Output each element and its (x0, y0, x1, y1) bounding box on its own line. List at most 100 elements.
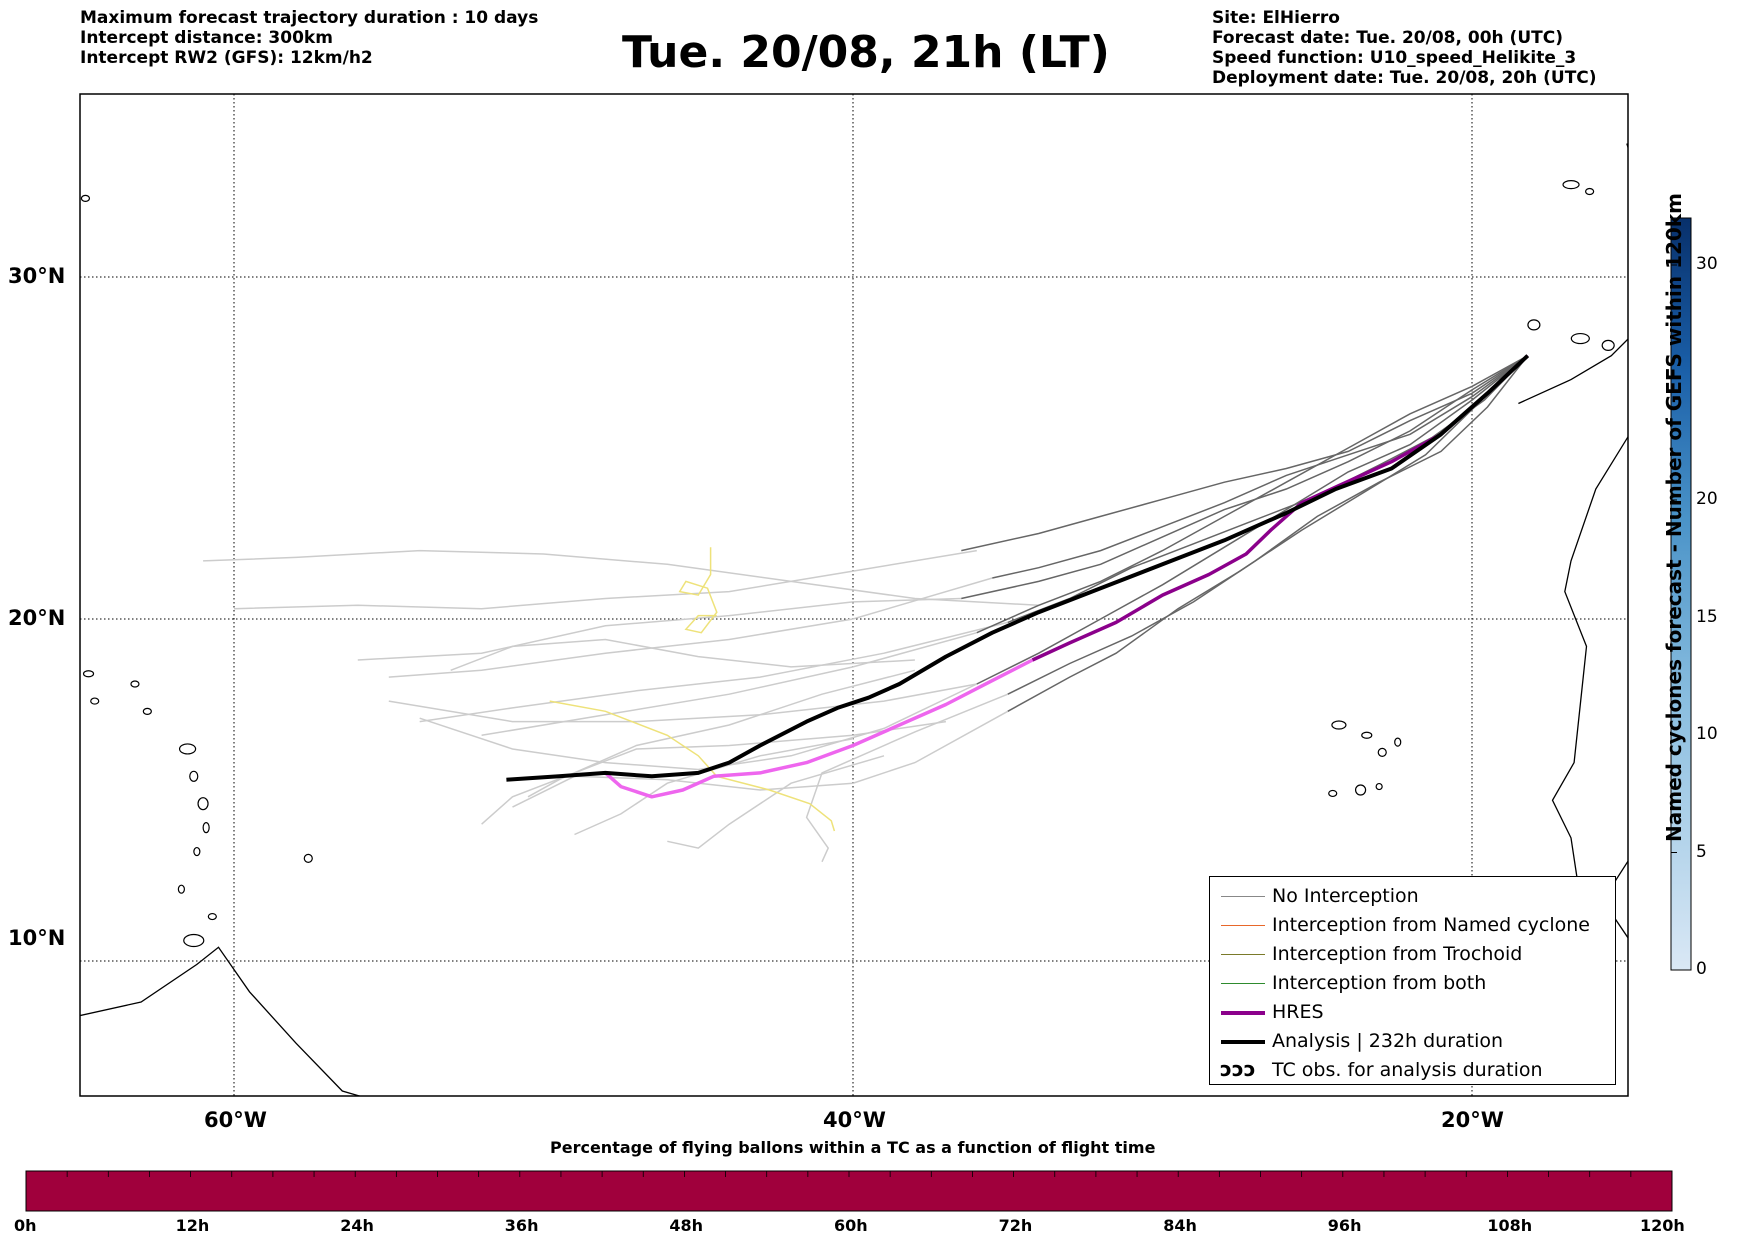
trajectory-far (481, 720, 947, 825)
trajectory-yellow-loop (678, 547, 718, 634)
trajectory-far (388, 683, 977, 723)
island-outline (1354, 784, 1367, 796)
flight-time-tick-label: 0h (14, 1216, 37, 1235)
map-frame (79, 93, 1629, 1097)
legend-swatch (1221, 896, 1265, 897)
trajectory-far (203, 549, 1039, 607)
header-right-line: Site: ElHierro (1212, 8, 1340, 28)
flight-time-tick-label: 12h (175, 1216, 210, 1235)
hres-track-far (604, 658, 1034, 799)
tc-obs-icon: ↄↄↄ (1220, 1057, 1256, 1081)
header-right-line: Speed function: U10_speed_Helikite_3 (1212, 48, 1577, 68)
flight-time-tick-label: 36h (504, 1216, 539, 1235)
trajectory-far (667, 755, 885, 849)
legend-item: Interception from Named cyclone (1210, 911, 1615, 940)
flight-time-tick-label: 108h (1487, 1216, 1533, 1235)
lon-label-40w: 40°W (823, 1108, 886, 1132)
legend-label: HRES (1272, 1001, 1324, 1023)
legend-label: TC obs. for analysis duration (1272, 1059, 1543, 1081)
island-outline (1394, 737, 1402, 747)
header-right-line: Deployment date: Tue. 20/08, 20h (UTC) (1212, 68, 1597, 88)
colorbar-tick-label: 30 (1696, 254, 1718, 274)
flight-time-bar (25, 1170, 1673, 1212)
island-outline (1527, 319, 1541, 331)
gridlines (80, 94, 1628, 1096)
legend-label: Analysis | 232h duration (1272, 1030, 1504, 1052)
trajectory-far (805, 693, 1009, 863)
trajectory-far (450, 638, 915, 671)
flight-time-tick-label: 60h (834, 1216, 868, 1235)
header-left-line: Intercept distance: 300km (80, 28, 333, 48)
lat-label-10: 10°N (8, 926, 66, 950)
island-outline (183, 933, 205, 948)
cyclone-colorbar (1670, 217, 1692, 971)
lon-label-20w: 20°W (1441, 1108, 1504, 1132)
legend-swatch (1221, 954, 1265, 955)
legend-item: ↄↄↄ TC obs. for analysis duration (1210, 1056, 1615, 1085)
trajectory-far (419, 621, 1008, 723)
flight-time-ticks (66, 1171, 1632, 1177)
header-right-line: Forecast date: Tue. 20/08, 00h (UTC) (1212, 28, 1563, 48)
flight-time-tick-label: 84h (1163, 1216, 1197, 1235)
legend-label: Interception from both (1272, 972, 1487, 994)
trajectory-far (527, 669, 916, 798)
flight-time-tick-label: 120h (1640, 1216, 1685, 1235)
header-right: Site: ElHierro Forecast date: Tue. 20/08… (1212, 8, 1597, 88)
legend-label: Interception from Trochoid (1272, 943, 1523, 965)
island-outline (1328, 789, 1338, 798)
island-outline (80, 194, 91, 202)
island-outline (1331, 720, 1347, 730)
island-outline (1375, 782, 1383, 791)
trajectory-far (574, 737, 854, 836)
legend-item: No Interception (1210, 882, 1615, 911)
header-left: Maximum forecast trajectory duration : 1… (80, 8, 538, 68)
island-outline (189, 770, 199, 782)
colorbar-tick-label: 15 (1696, 606, 1718, 627)
coastline (1518, 338, 1628, 405)
trajectories (203, 354, 1530, 863)
colorbar-tick-label: 0 (1696, 959, 1707, 979)
island-outline (1562, 180, 1580, 190)
island-outline (1570, 332, 1590, 345)
trajectory-near (1007, 355, 1529, 695)
coastline (80, 946, 362, 1096)
legend-swatch (1221, 1040, 1265, 1044)
analysis-track (506, 354, 1530, 782)
bottom-colorbar-title: Percentage of flying ballons within a TC… (550, 1138, 1156, 1157)
lat-label-30: 30°N (8, 264, 66, 288)
flight-time-colorbar (25, 1170, 1673, 1212)
trajectory-far (233, 549, 977, 610)
flight-time-tick-label: 72h (998, 1216, 1033, 1235)
island-outline (130, 680, 140, 688)
lon-label-60w: 60°W (204, 1108, 267, 1132)
island-outline (1377, 747, 1387, 757)
island-outline (1601, 339, 1615, 351)
island-outline (178, 743, 197, 755)
colorbar-fill (1670, 217, 1692, 971)
trajectory-near (992, 355, 1529, 579)
legend-label: Interception from Named cyclone (1272, 914, 1590, 936)
legend-item: Interception from both (1210, 969, 1615, 998)
colorbar-tick-label: 20 (1696, 489, 1718, 509)
island-outline (177, 884, 185, 894)
lat-label-20: 20°N (8, 606, 66, 630)
island-outline (202, 822, 210, 834)
map-legend: No Interception Interception from Named … (1209, 876, 1616, 1085)
legend-swatch (1221, 1011, 1265, 1015)
flight-time-tick-label: 96h (1327, 1216, 1362, 1235)
trajectory-far (388, 577, 993, 678)
trajectory-far (419, 683, 978, 771)
trajectory-near (976, 355, 1529, 634)
page-title: Tue. 20/08, 21h (LT) (622, 27, 1110, 78)
legend-label: No Interception (1272, 885, 1419, 907)
island-outline (90, 697, 100, 705)
legend-swatch (1221, 925, 1265, 926)
colorbar-ticks (1671, 264, 1677, 971)
island-outline (1585, 187, 1595, 196)
colorbar-label: Named cyclones forecast - Number of GEFS… (1662, 193, 1686, 842)
flight-time-tick-label: 24h (340, 1216, 374, 1235)
island-outline (197, 797, 209, 811)
legend-item: Interception from Trochoid (1210, 940, 1615, 969)
trajectory-far (357, 597, 962, 661)
